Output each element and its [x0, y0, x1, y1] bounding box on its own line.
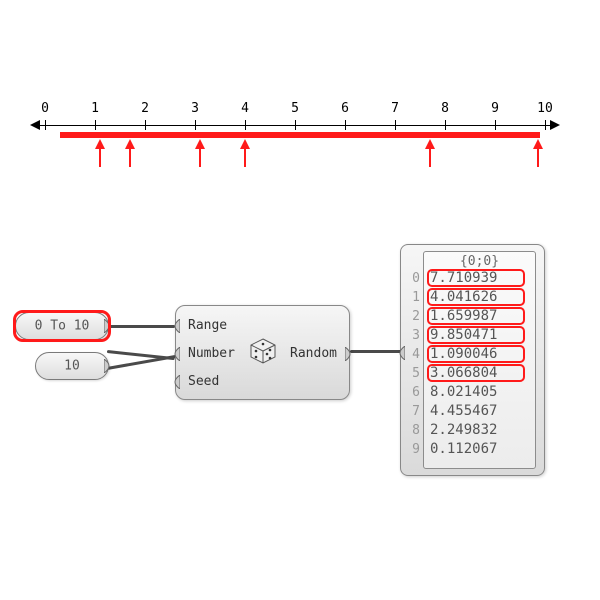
row-value: 1.090046 — [430, 345, 497, 364]
axis-tick-label: 6 — [341, 101, 349, 116]
axis-tick — [245, 120, 246, 130]
output-row: 41.090046 — [424, 345, 535, 364]
output-panel[interactable]: {0;0} 07.71093914.04162621.65998739.8504… — [400, 244, 545, 476]
number-line: 0 1 2 3 4 5 6 7 8 9 10 — [40, 95, 560, 175]
axis-arrow-right-icon — [550, 120, 560, 130]
value-arrow-icon — [430, 139, 435, 167]
row-index: 1 — [406, 288, 420, 307]
axis-arrow-left-icon — [30, 120, 40, 130]
row-index: 3 — [406, 326, 420, 345]
axis-tick — [345, 120, 346, 130]
output-row: 68.021405 — [424, 383, 535, 402]
axis-tick — [545, 120, 546, 130]
row-index: 6 — [406, 383, 420, 402]
axis-tick — [295, 120, 296, 130]
value-arrow-icon — [130, 139, 135, 167]
value-arrow-icon — [200, 139, 205, 167]
row-value: 7.710939 — [430, 269, 497, 288]
axis-tick-label: 8 — [441, 101, 449, 116]
port-icon[interactable] — [104, 359, 116, 373]
output-row: 53.066804 — [424, 364, 535, 383]
axis-tick — [145, 120, 146, 130]
output-row: 39.850471 — [424, 326, 535, 345]
axis-tick-label: 7 — [391, 101, 399, 116]
axis-tick-label: 2 — [141, 101, 149, 116]
row-index: 0 — [406, 269, 420, 288]
axis-tick — [445, 120, 446, 130]
row-value: 9.850471 — [430, 326, 497, 345]
row-value: 8.021405 — [430, 383, 497, 402]
number-input-label: 10 — [36, 359, 108, 374]
row-value: 0.112067 — [430, 440, 497, 459]
port-icon[interactable] — [104, 319, 116, 333]
output-row: 90.112067 — [424, 440, 535, 459]
row-value: 2.249832 — [430, 421, 497, 440]
output-row: 74.455467 — [424, 402, 535, 421]
port-icon[interactable] — [168, 375, 180, 389]
axis-tick-label: 0 — [41, 101, 49, 116]
row-value: 4.455467 — [430, 402, 497, 421]
axis-tick-label: 9 — [491, 101, 499, 116]
row-index: 8 — [406, 421, 420, 440]
output-row: 82.249832 — [424, 421, 535, 440]
axis-tick-label: 5 — [291, 101, 299, 116]
port-icon[interactable] — [393, 346, 405, 360]
panel-body: {0;0} 07.71093914.04162621.65998739.8504… — [423, 251, 536, 469]
port-icon[interactable] — [168, 347, 180, 361]
range-input-node[interactable]: 0 To 10 — [15, 312, 109, 340]
wire — [107, 355, 176, 370]
axis-tick — [45, 120, 46, 130]
row-value: 4.041626 — [430, 288, 497, 307]
in-port-label: Number — [188, 346, 235, 361]
row-index: 4 — [406, 345, 420, 364]
row-index: 2 — [406, 307, 420, 326]
output-row: 21.659987 — [424, 307, 535, 326]
value-arrow-icon — [245, 139, 250, 167]
axis-tick — [195, 120, 196, 130]
dice-icon — [249, 337, 277, 369]
number-input-node[interactable]: 10 — [35, 352, 109, 380]
row-value: 3.066804 — [430, 364, 497, 383]
axis-tick-label: 4 — [241, 101, 249, 116]
value-arrow-icon — [538, 139, 543, 167]
value-arrow-icon — [100, 139, 105, 167]
port-icon[interactable] — [345, 347, 357, 361]
axis-tick — [95, 120, 96, 130]
axis-tick-label: 3 — [191, 101, 199, 116]
row-index: 5 — [406, 364, 420, 383]
port-icon[interactable] — [168, 319, 180, 333]
panel-header: {0;0} — [424, 252, 535, 269]
in-port-label: Range — [188, 318, 227, 333]
range-band — [60, 132, 540, 138]
axis-tick — [495, 120, 496, 130]
axis-tick-label: 10 — [537, 101, 553, 116]
row-index: 7 — [406, 402, 420, 421]
output-row: 14.041626 — [424, 288, 535, 307]
in-port-label: Seed — [188, 374, 219, 389]
node-graph: 0 To 10 10 Range Number Seed Random — [0, 250, 600, 530]
row-value: 1.659987 — [430, 307, 497, 326]
out-port-label: Random — [290, 346, 337, 361]
axis-tick-label: 1 — [91, 101, 99, 116]
axis-tick — [395, 120, 396, 130]
output-row: 07.710939 — [424, 269, 535, 288]
range-input-label: 0 To 10 — [16, 319, 108, 334]
row-index: 9 — [406, 440, 420, 459]
random-component[interactable]: Range Number Seed Random — [175, 305, 350, 400]
